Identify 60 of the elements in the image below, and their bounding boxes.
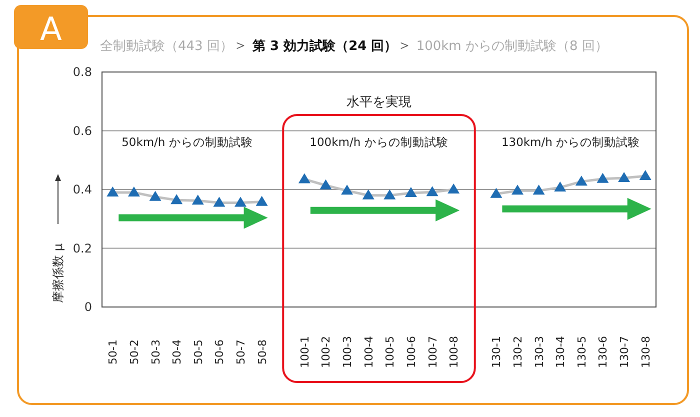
point	[170, 194, 183, 204]
point	[448, 184, 460, 194]
point	[596, 172, 609, 183]
x-tick-label: 100-1	[298, 336, 312, 368]
y-tick-label: 0.8	[72, 65, 92, 79]
point	[575, 176, 588, 186]
x-tick-label: 50-2	[128, 340, 141, 364]
x-tick-label: 100-3	[341, 336, 354, 368]
x-tick-label: 130-8	[639, 336, 652, 368]
x-tick-label: 100-8	[448, 336, 461, 368]
point	[213, 196, 226, 207]
x-tick-label: 130-6	[596, 336, 610, 368]
x-tick-label: 130-5	[575, 336, 588, 368]
point	[106, 186, 119, 196]
point	[618, 172, 630, 182]
point	[149, 190, 162, 201]
point	[384, 189, 396, 200]
x-tick-label: 50-1	[106, 340, 120, 364]
point	[362, 189, 374, 200]
x-tick-label: 100-4	[362, 336, 376, 368]
annotation: 100km/h からの制動試験	[310, 135, 448, 149]
y-tick-label: 0.2	[72, 241, 92, 256]
point	[192, 194, 204, 205]
x-tick-label: 100-2	[320, 336, 333, 368]
point	[426, 186, 438, 196]
annotation: 水平を実現	[346, 94, 412, 110]
x-tick-label: 130-4	[554, 336, 568, 368]
point	[532, 184, 545, 195]
x-tick-label: 50-7	[234, 340, 248, 364]
x-tick-label: 100-7	[426, 336, 440, 368]
x-tick-label: 130-7	[618, 336, 632, 368]
point	[554, 181, 566, 192]
x-tick-label: 50-8	[256, 340, 269, 364]
point	[490, 188, 502, 198]
y-axis-title: 摩擦係数 μ	[51, 243, 65, 303]
point	[512, 184, 524, 195]
y-tick-label: 0	[84, 300, 92, 314]
annotation: 130km/h からの制動試験	[501, 135, 640, 149]
chart-title: 全制動試験（443 回）＞ 第 3 効力試験（24 回）＞ 100km からの制動試験（8 回）	[100, 36, 608, 54]
x-tick-label: 130-2	[512, 336, 524, 368]
y-tick-label: 0.4	[72, 182, 92, 196]
point	[298, 173, 310, 184]
point	[341, 184, 354, 195]
x-tick-label: 100-5	[384, 336, 397, 368]
annotation: 50km/h からの制動試験	[122, 135, 253, 149]
x-tick-label: 50-3	[149, 340, 162, 364]
y-tick-label: 0.6	[72, 124, 92, 138]
point	[320, 179, 332, 190]
x-tick-label: 50-6	[213, 340, 226, 364]
x-tick-label: 130-3	[532, 336, 546, 368]
point	[404, 187, 417, 198]
point	[128, 186, 140, 196]
point	[234, 196, 246, 207]
point	[256, 196, 268, 206]
text: A	[40, 10, 62, 48]
x-tick-label: 50-5	[192, 340, 205, 364]
x-tick-label: 130-1	[490, 336, 504, 368]
point	[639, 170, 652, 180]
x-tick-label: 50-4	[170, 340, 184, 364]
x-tick-label: 100-6	[404, 336, 418, 368]
